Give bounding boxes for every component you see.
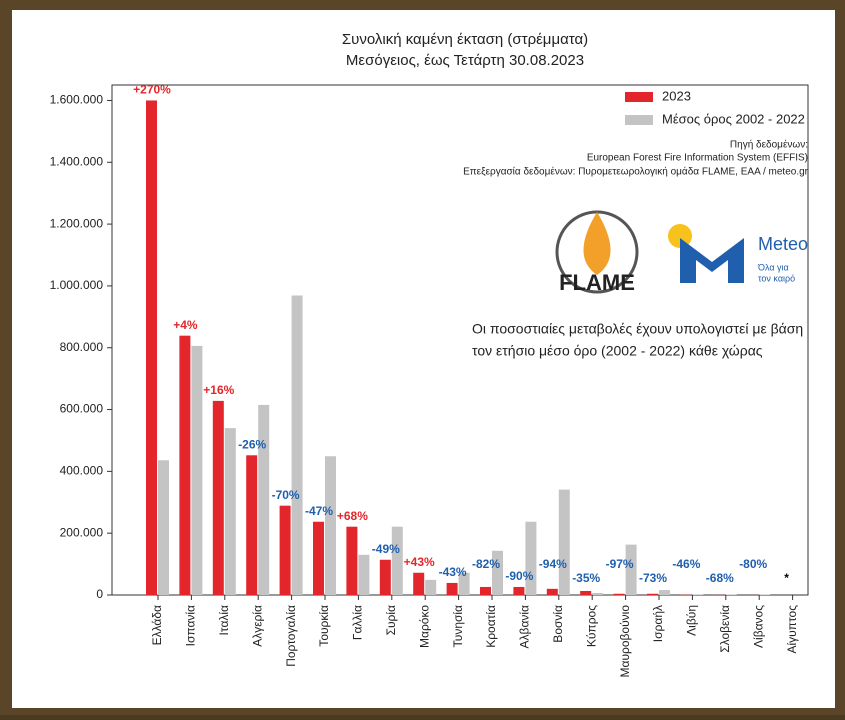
y-tick-label: 600.000: [60, 402, 104, 416]
change-label: -90%: [505, 569, 533, 583]
bar: [191, 346, 202, 595]
bar: [246, 455, 257, 595]
x-tick-label: Συρία: [384, 605, 398, 635]
bar: [480, 587, 491, 595]
x-tick-label: Κύπρος: [584, 605, 598, 647]
bar: [547, 589, 558, 595]
bar: [559, 490, 570, 595]
change-label: -46%: [672, 557, 700, 571]
bar: [647, 594, 658, 595]
chart-title: Συνολική καμένη έκταση (στρέμματα): [342, 31, 588, 48]
x-tick-label: Αίγυπτος: [785, 605, 799, 654]
bar: [447, 583, 458, 595]
bar: [313, 522, 324, 595]
y-tick-label: 800.000: [60, 340, 104, 354]
y-tick-label: 1.200.000: [50, 216, 104, 230]
x-tick-label: Βοσνία: [551, 605, 565, 643]
x-tick-label: Λίβανος: [751, 605, 765, 648]
x-tick-label: Σλοβενία: [718, 605, 732, 653]
x-tick-label: Αλβανία: [518, 605, 532, 649]
bar: [158, 460, 169, 595]
change-label: -73%: [639, 571, 667, 585]
logo-tagline: τον καιρό: [758, 273, 795, 283]
legend-swatch: [625, 92, 653, 102]
y-tick-label: 400.000: [60, 464, 104, 478]
logo-tagline: Όλα για: [757, 262, 789, 272]
x-tick-label: Τουρκία: [317, 605, 331, 647]
chart-subtitle: Μεσόγειος, έως Τετάρτη 30.08.2023: [346, 52, 584, 69]
bar: [592, 593, 603, 595]
legend-label: Μέσος όρος 2002 - 2022: [662, 111, 805, 126]
bar: [513, 587, 524, 595]
x-tick-label: Ελλάδα: [150, 605, 164, 645]
logo-text: FLAME: [559, 270, 635, 295]
legend-label: 2023: [662, 88, 691, 103]
chart: Συνολική καμένη έκταση (στρέμματα) Μεσόγ…: [0, 0, 845, 715]
x-tick-label: Τυνησία: [451, 605, 465, 648]
bar: [525, 522, 536, 595]
bar: [392, 527, 403, 595]
page: Συνολική καμένη έκταση (στρέμματα) Μεσόγ…: [0, 0, 845, 715]
change-label: +270%: [133, 83, 171, 97]
bar: [358, 555, 369, 595]
change-label: -97%: [606, 557, 634, 571]
x-tick-label: Αλγερία: [250, 605, 264, 647]
change-label: +43%: [404, 555, 435, 569]
bar: [258, 405, 269, 595]
y-tick-label: 1.000.000: [50, 278, 104, 292]
x-tick-label: Μαυροβούνιο: [618, 605, 632, 678]
bar: [659, 590, 670, 595]
x-tick-label: Ισπανία: [184, 605, 198, 646]
bar: [614, 594, 625, 595]
change-label: +4%: [173, 318, 198, 332]
bar: [292, 295, 303, 595]
bar: [225, 428, 236, 595]
bar: [413, 573, 424, 595]
x-tick-label: Γαλλία: [351, 605, 365, 640]
bar: [346, 527, 357, 595]
x-tick-label: Πορτογαλία: [284, 605, 298, 667]
x-tick-label: Ιταλία: [217, 605, 231, 636]
change-label: -26%: [238, 437, 266, 451]
x-tick-label: Ισραήλ: [651, 605, 665, 642]
bar: [146, 100, 157, 595]
x-tick-label: Κροατία: [484, 605, 498, 648]
y-tick-label: 1.400.000: [50, 154, 104, 168]
note-text: Οι ποσοστιαίες μεταβολές έχουν υπολογιστ…: [472, 321, 803, 337]
change-label: -82%: [472, 557, 500, 571]
source-text: Πηγή δεδομένων:: [730, 139, 808, 151]
logo-text: Meteo: [758, 234, 808, 254]
bar: [580, 591, 591, 595]
bar: [325, 456, 336, 595]
change-label: *: [784, 571, 789, 585]
note-text: τον ετήσιο μέσο όρο (2002 - 2022) κάθε χ…: [472, 343, 763, 359]
bar: [280, 506, 291, 595]
bar: [179, 336, 190, 595]
change-label: -68%: [706, 571, 734, 585]
bar: [380, 560, 391, 595]
change-label: -35%: [572, 571, 600, 585]
bar: [425, 580, 436, 595]
legend-swatch: [625, 115, 653, 125]
change-label: +16%: [203, 383, 234, 397]
change-label: -49%: [372, 542, 400, 556]
bar: [692, 594, 703, 595]
change-label: -80%: [739, 557, 767, 571]
source-text: Επεξεργασία δεδομένων: Πυρομετεωρολογική…: [463, 166, 809, 178]
change-label: -47%: [305, 504, 333, 518]
change-label: -70%: [272, 488, 300, 502]
source-text: European Forest Fire Information System …: [587, 153, 808, 164]
y-tick-label: 200.000: [60, 525, 104, 539]
change-label: -43%: [439, 565, 467, 579]
change-label: +68%: [337, 509, 368, 523]
x-tick-label: Λιβύη: [685, 605, 699, 636]
y-tick-label: 0: [96, 587, 103, 601]
bar: [213, 401, 224, 595]
change-label: -94%: [539, 557, 567, 571]
y-tick-label: 1.600.000: [50, 93, 104, 107]
x-tick-label: Μαρόκο: [417, 605, 431, 648]
